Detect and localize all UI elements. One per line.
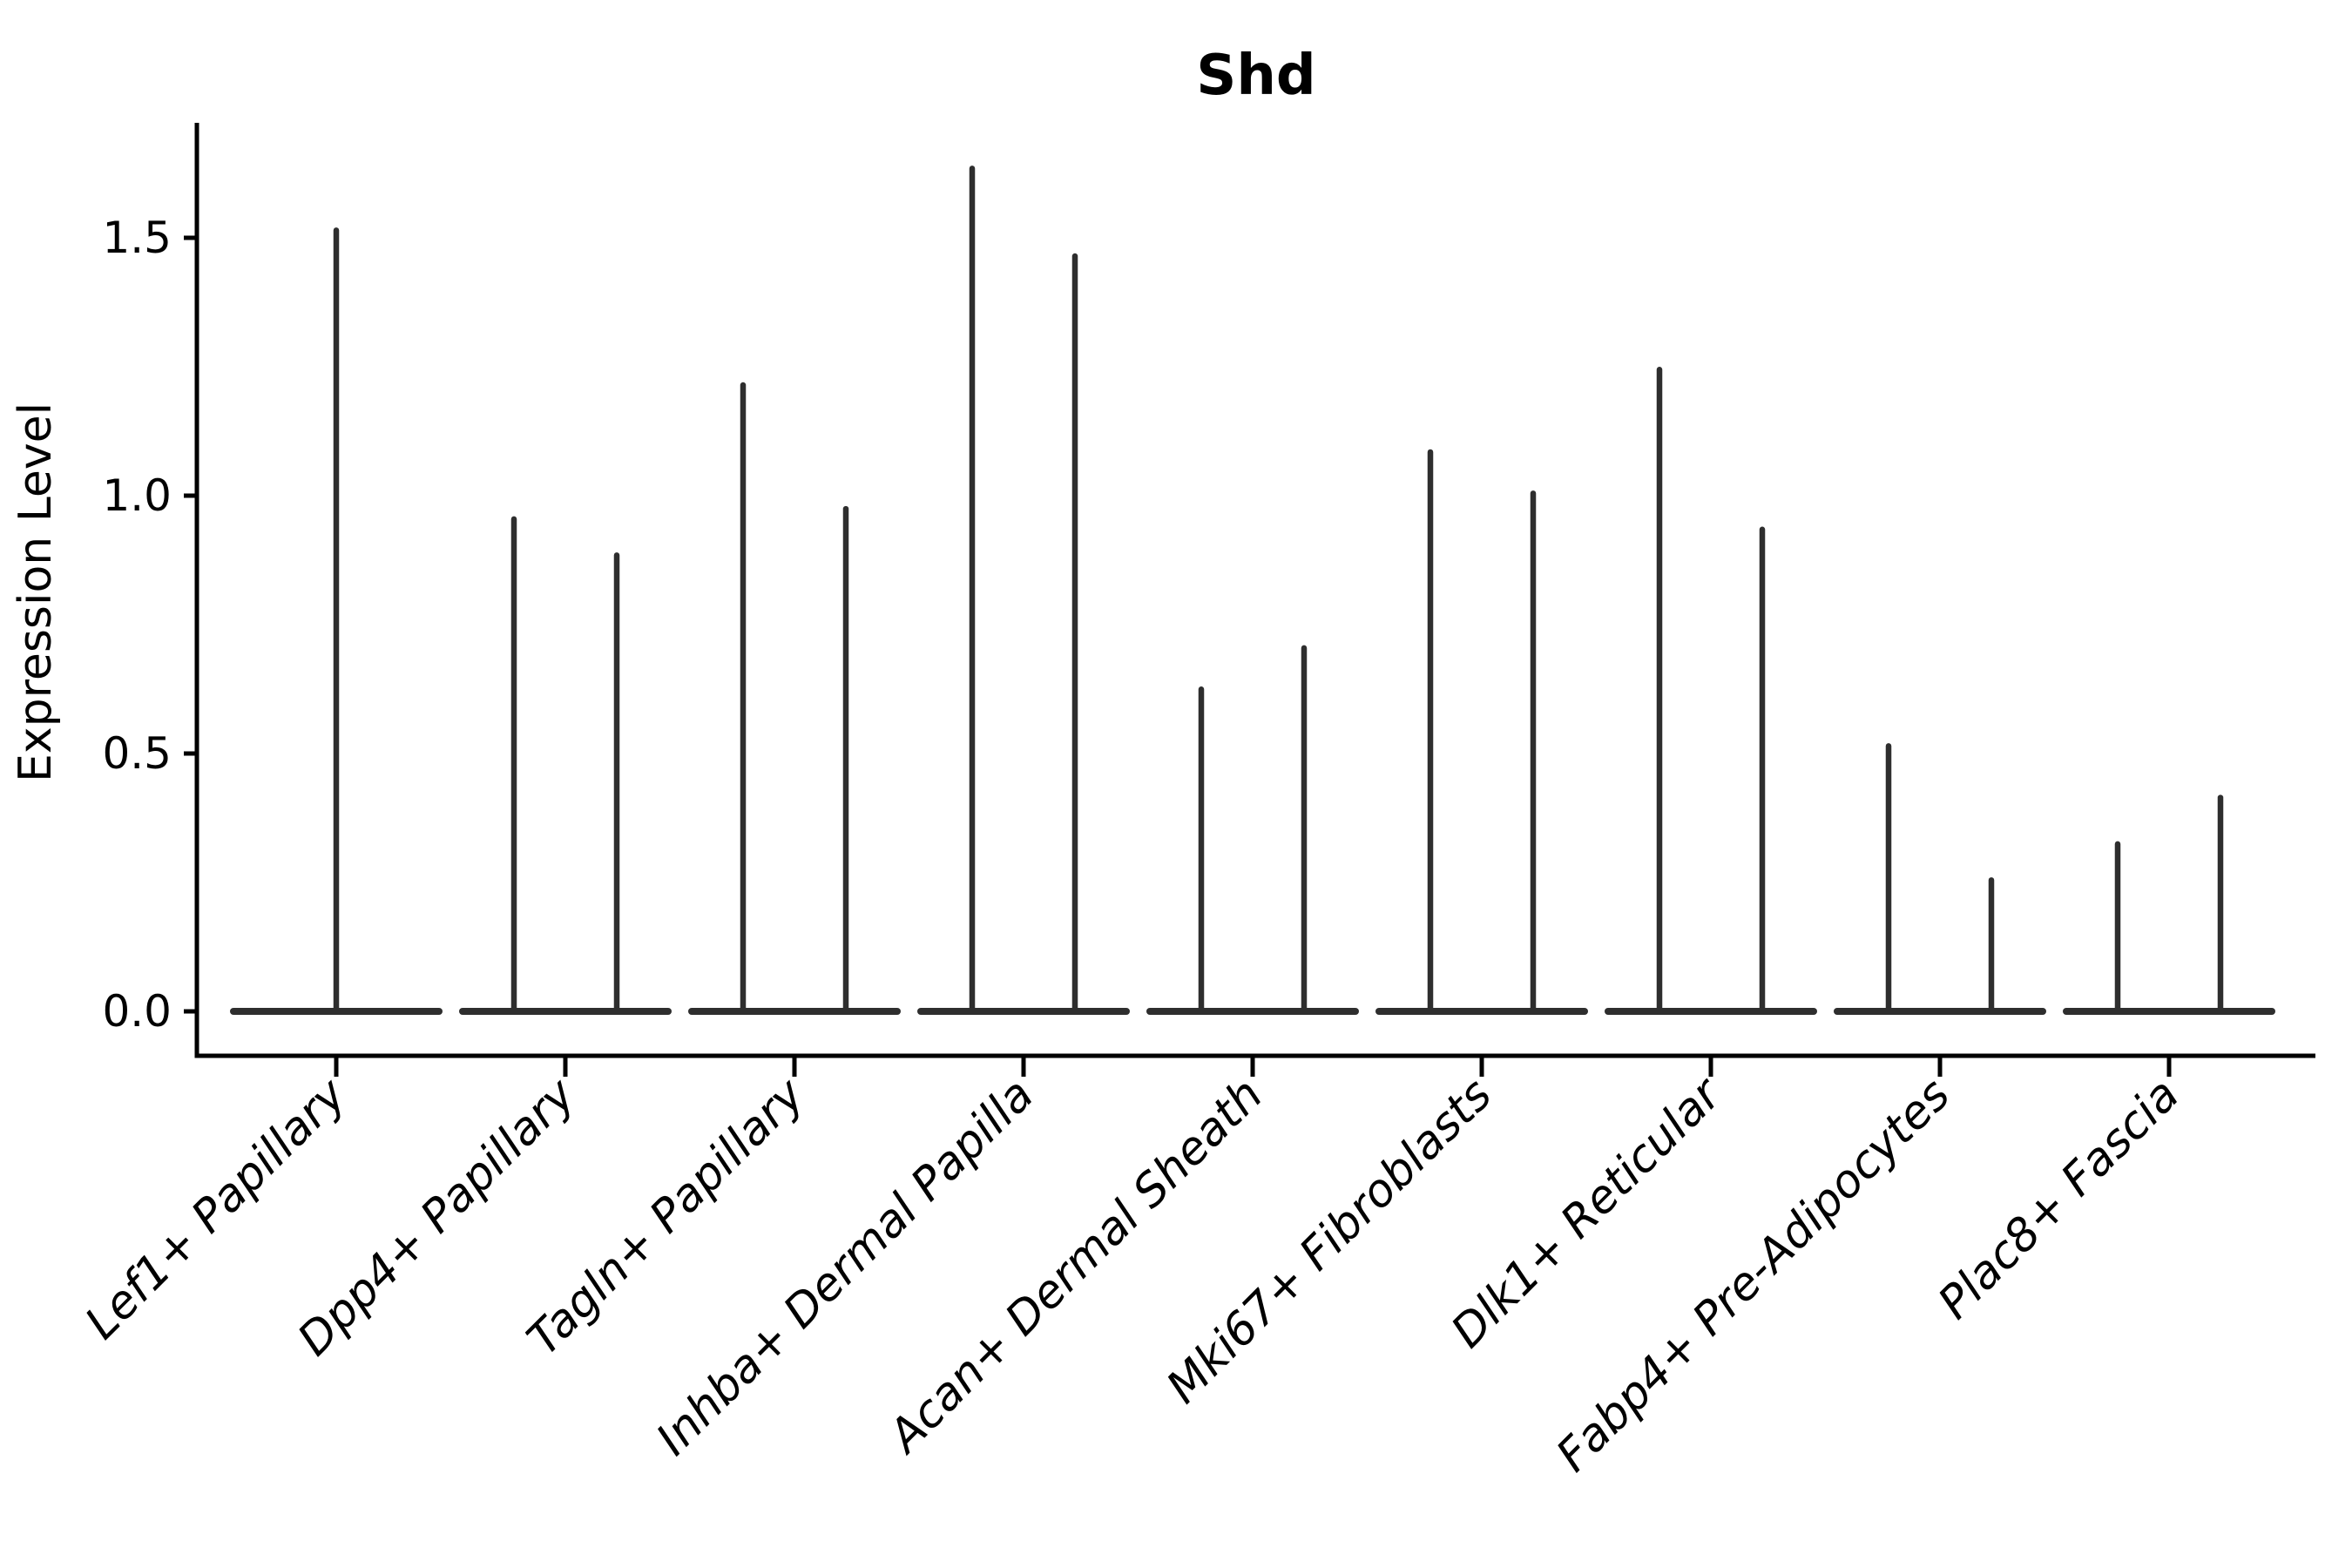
violin-spike <box>510 516 517 1015</box>
violin-spike <box>1759 526 1766 1015</box>
violin-base <box>1375 1008 1588 1015</box>
violin-base <box>688 1008 901 1015</box>
violin-group <box>1146 645 1359 1015</box>
axes <box>194 123 2315 1058</box>
violin-base <box>917 1008 1130 1015</box>
violin-spike <box>333 227 340 1015</box>
y-axis-ticks: 0.0 0.5 1.0 1.5 <box>102 213 197 1037</box>
x-tick-label: Inhba+ Dermal Papilla <box>646 1069 1044 1466</box>
violin-group <box>2063 794 2275 1015</box>
y-tick-label: 1.0 <box>102 470 172 521</box>
violin-spike <box>1656 367 1663 1015</box>
violin-group <box>230 227 443 1015</box>
violin-spike <box>2114 841 2121 1015</box>
violin-spike <box>1885 743 1892 1015</box>
y-tick-label: 0.5 <box>102 728 172 779</box>
violin-base <box>2063 1008 2275 1015</box>
y-tick-label: 0.0 <box>102 986 172 1037</box>
violins <box>230 166 2275 1015</box>
y-tick-label: 1.5 <box>102 213 172 263</box>
violin-spike <box>1071 253 1078 1015</box>
violin-spike <box>1988 877 1995 1015</box>
violin-group <box>688 382 901 1015</box>
violin-base <box>1146 1008 1359 1015</box>
violin-base <box>1605 1008 1817 1015</box>
violin-group <box>459 516 672 1015</box>
violin-group <box>1834 743 2046 1015</box>
violin-group <box>1605 367 1817 1015</box>
violin-spike <box>1530 490 1537 1015</box>
violin-base <box>1834 1008 2046 1015</box>
x-tick-label: Fabp4+ Pre-Adipocytes <box>1547 1069 1961 1483</box>
x-tick-label: Acan+ Dermal Sheath <box>877 1069 1273 1464</box>
x-tick-label: Plac8+ Fascia <box>1929 1069 2189 1329</box>
violin-group <box>917 166 1130 1015</box>
violin-spike <box>1301 645 1308 1015</box>
violin-spike <box>2217 794 2224 1015</box>
violin-spike <box>1427 449 1434 1015</box>
violin-spike <box>969 166 976 1015</box>
violin-spike <box>1198 686 1205 1015</box>
violin-group <box>1375 449 1588 1015</box>
violin-spike <box>842 505 849 1015</box>
y-axis-label: Expression Level <box>10 402 62 782</box>
violin-base <box>459 1008 672 1015</box>
plot-title: Shd <box>1196 44 1315 108</box>
violin-spike <box>613 552 620 1015</box>
violin-spike <box>740 382 747 1015</box>
